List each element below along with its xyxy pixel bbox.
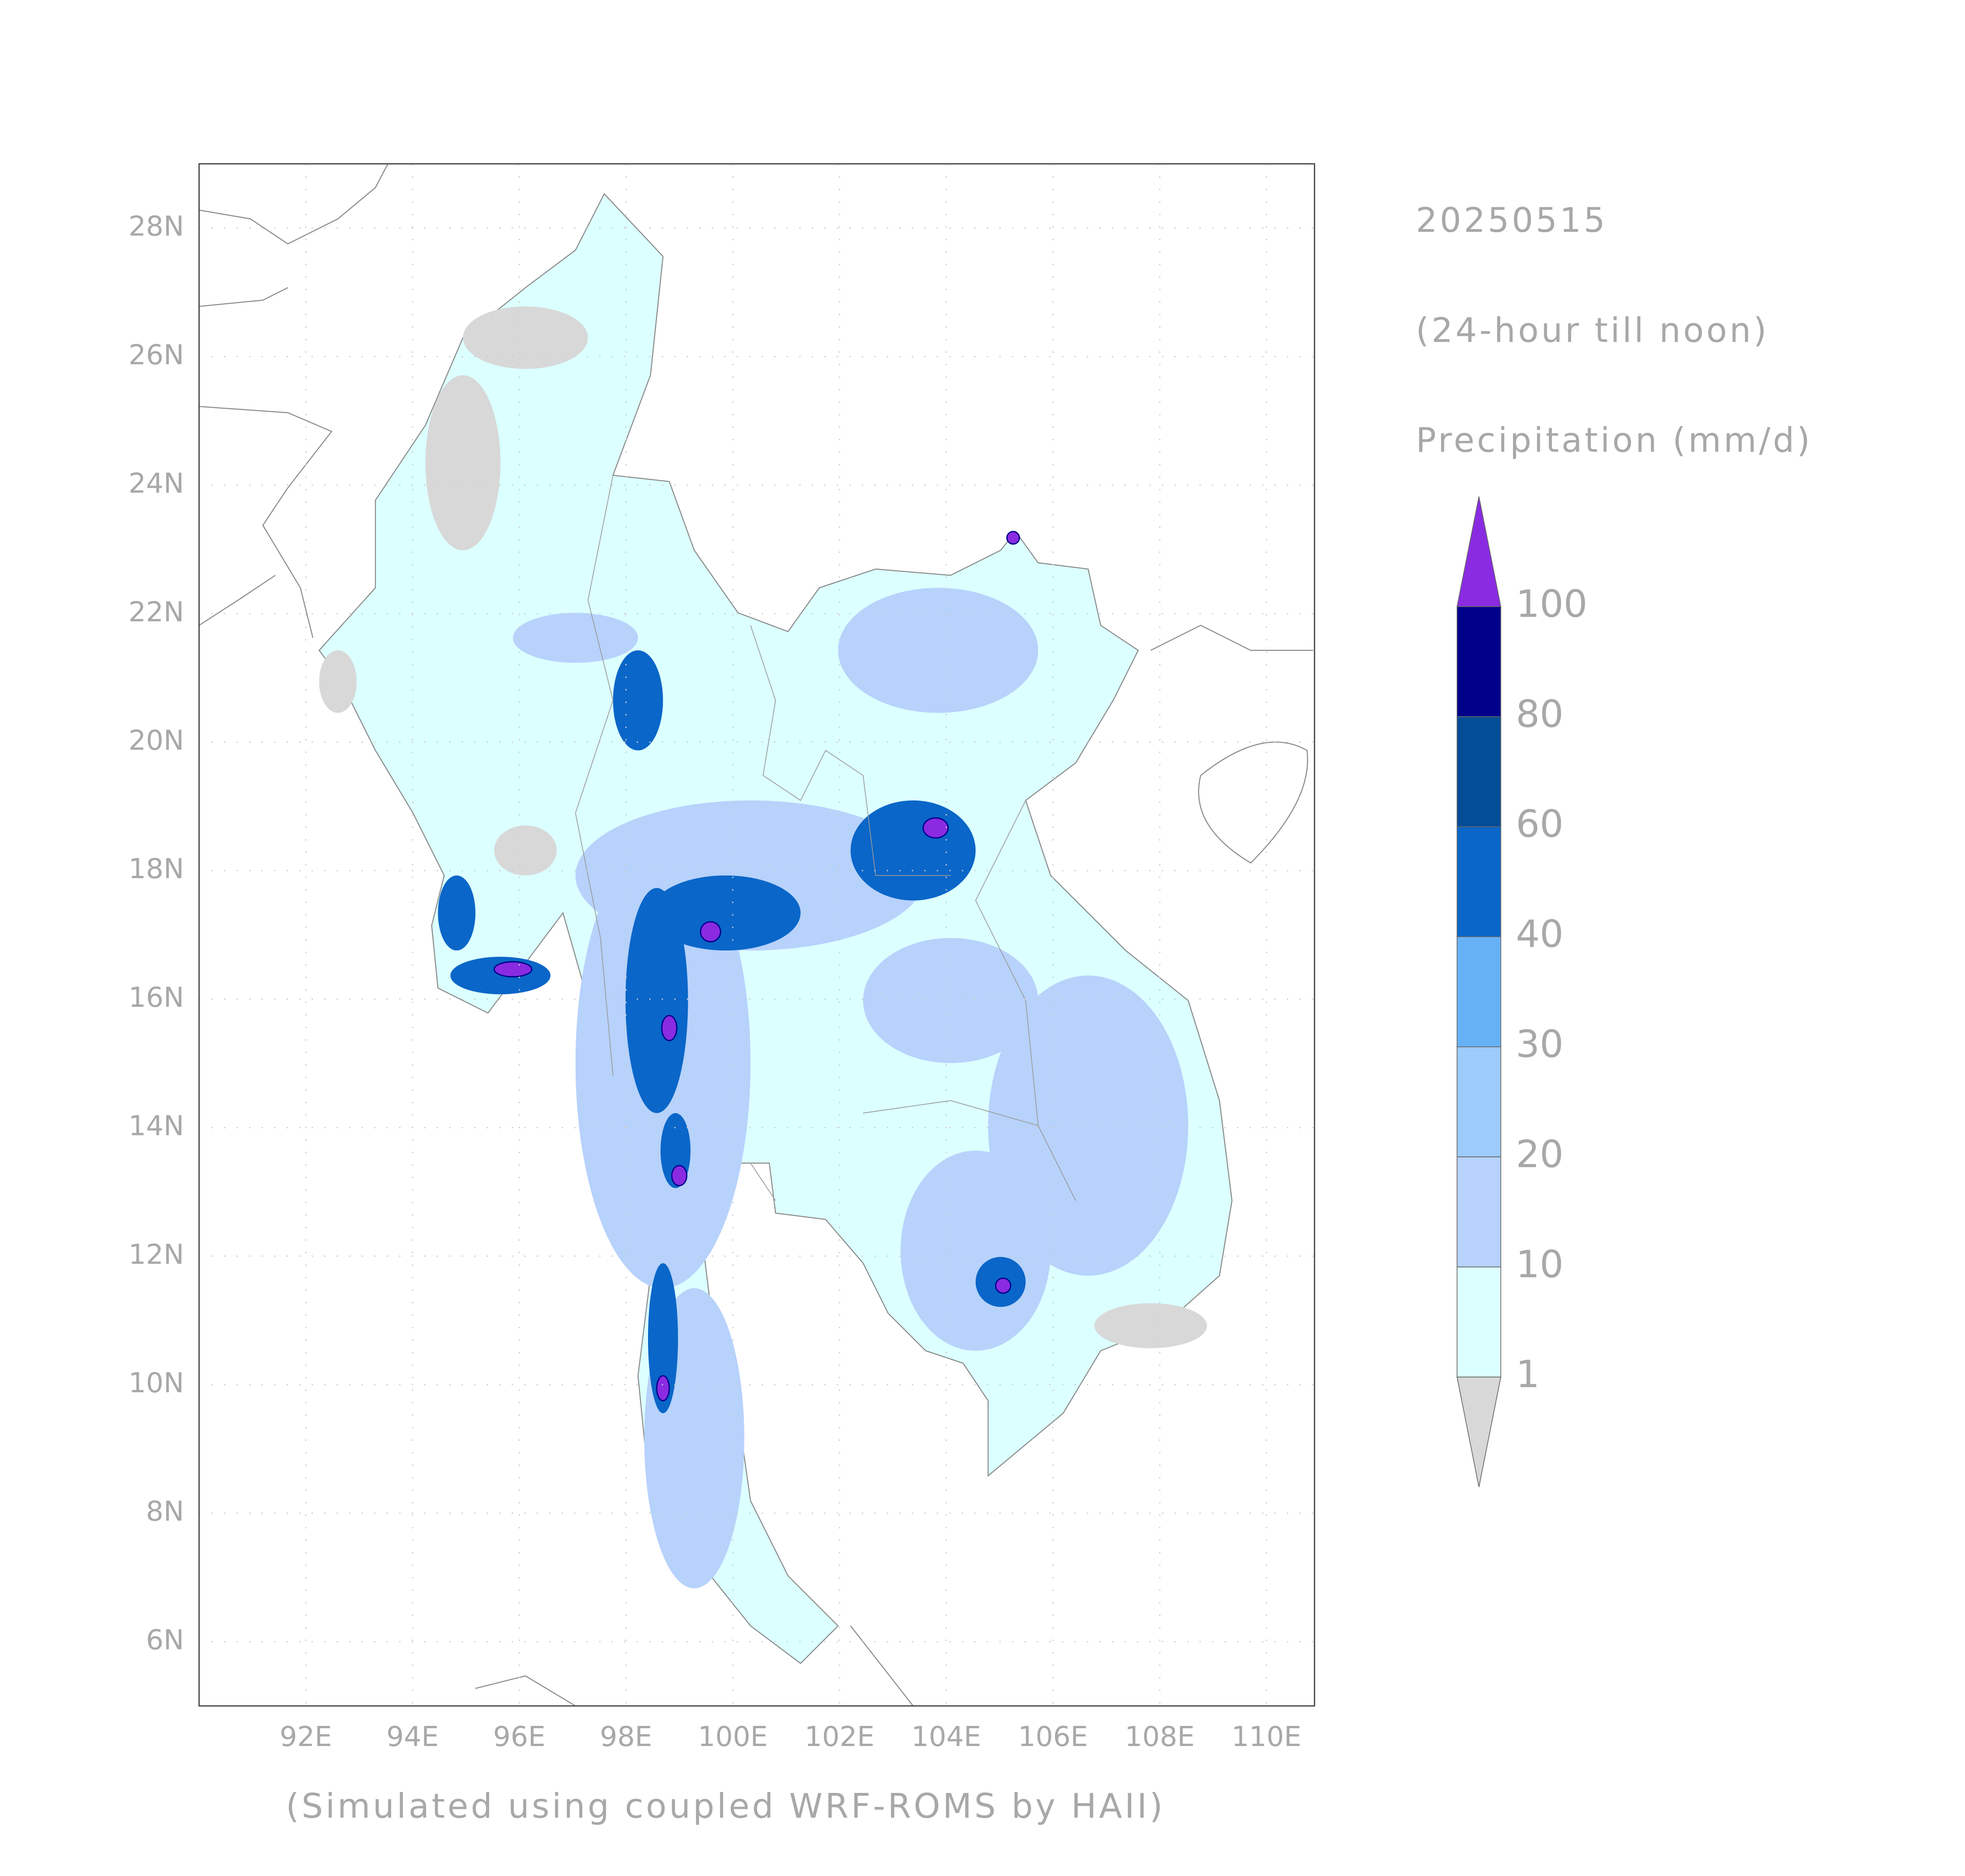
colorbar-segment [1456,1156,1501,1268]
y-tick-label: 18N [129,853,184,885]
colorbar-segment [1456,1266,1501,1378]
y-tick-label: 16N [129,981,184,1013]
map-area [199,163,1313,1707]
y-tick-label: 6N [146,1624,184,1656]
y-tick-label: 8N [146,1495,184,1528]
map-frame [198,163,1315,1707]
colorbar-label: 30 [1516,1022,1564,1066]
extreme-rain [493,531,1020,1402]
y-tick-label: 14N [129,1110,184,1142]
colorbar: 1 10 20 30 40 60 80 100 [1456,496,1588,1487]
colorbar-label: 20 [1516,1132,1564,1176]
colorbar-over [1456,496,1501,607]
footer: (Simulated using coupled WRF-ROMS by HAI… [286,1786,1165,1826]
colorbar-label: 40 [1516,912,1564,956]
x-tick-label: 102E [805,1721,874,1753]
heavy-rain [438,650,1026,1413]
y-tick-label: 24N [129,467,184,499]
x-tick-label: 108E [1125,1721,1195,1753]
borders [575,475,1076,1201]
x-tick-label: 104E [911,1721,981,1753]
y-tick-label: 28N [129,210,184,243]
x-tick-label: 110E [1232,1721,1301,1753]
colorbar-label: 60 [1516,802,1564,846]
x-tick-label: 94E [386,1721,439,1753]
y-tick-label: 12N [129,1238,184,1270]
colorbar-segment [1456,606,1501,717]
colorbar-segment [1456,936,1501,1047]
y-tick-label: 20N [129,724,184,757]
x-tick-label: 96E [493,1721,545,1753]
colorbar-label: 100 [1516,582,1587,626]
coastline [199,163,1313,1707]
colorbar-segment [1456,826,1501,938]
x-tick-label: 92E [280,1721,332,1753]
period: (24-hour till noon) [1416,310,1769,350]
colorbar-segment [1456,1046,1501,1157]
y-tick-label: 10N [129,1367,184,1399]
y-tick-label: 26N [129,339,184,371]
colorbar-label: 80 [1516,692,1564,736]
colorbar-segment [1456,716,1501,827]
x-tick-label: 106E [1018,1721,1088,1753]
x-tick-label: 100E [698,1721,768,1753]
colorbar-label: 10 [1516,1242,1564,1286]
y-tick-label: 22N [129,596,184,628]
colorbar-label: 1 [1516,1353,1539,1396]
axis-labels: 92E 94E 96E 98E 100E 102E 104E 106E 108E 110E 6N 8N… [129,210,1301,1753]
x-tick-label: 98E [600,1721,652,1753]
variable: Precipitation (mm/d) [1416,421,1812,460]
date: 20250515 [1416,201,1608,240]
